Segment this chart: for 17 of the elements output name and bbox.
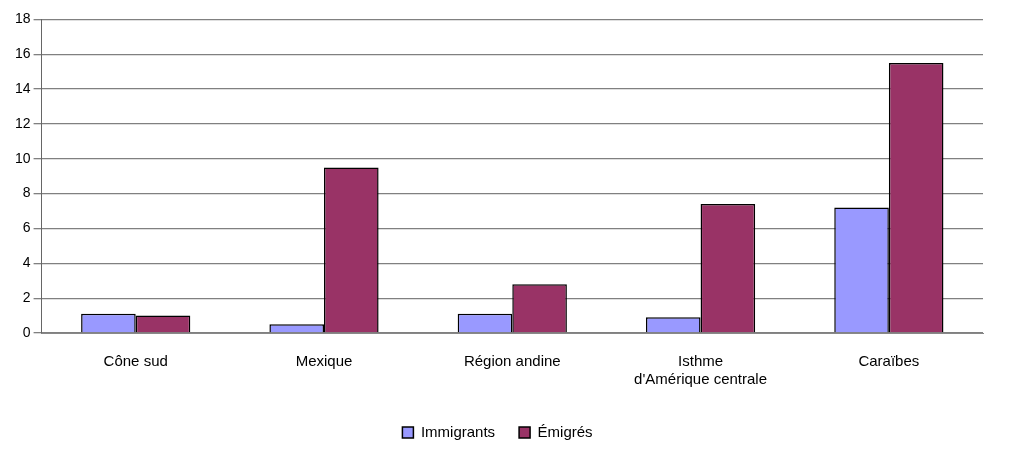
- y-tick-label: 8: [22, 184, 31, 201]
- y-tick-label: 6: [22, 219, 31, 236]
- x-tick-label: Cône sud: [103, 352, 168, 370]
- y-tick-label: 18: [14, 10, 31, 27]
- legend-label: Immigrants: [420, 422, 496, 440]
- y-tick-label: 12: [14, 114, 31, 131]
- x-tick-label: Région andine: [463, 352, 561, 370]
- y-tick-label: 4: [22, 254, 31, 271]
- y-tick-label: 16: [14, 45, 31, 62]
- x-tick-label: Caraïbes: [858, 352, 920, 370]
- x-tick-label: Isthme d'Amérique centrale: [634, 352, 768, 388]
- legend-label: Émigrés: [537, 422, 593, 440]
- x-tick-label: Mexique: [295, 352, 353, 370]
- y-tick-label: 2: [22, 289, 31, 306]
- y-tick-label: 14: [14, 79, 31, 96]
- y-tick-label: 0: [22, 323, 31, 340]
- y-tick-label: 10: [14, 149, 31, 166]
